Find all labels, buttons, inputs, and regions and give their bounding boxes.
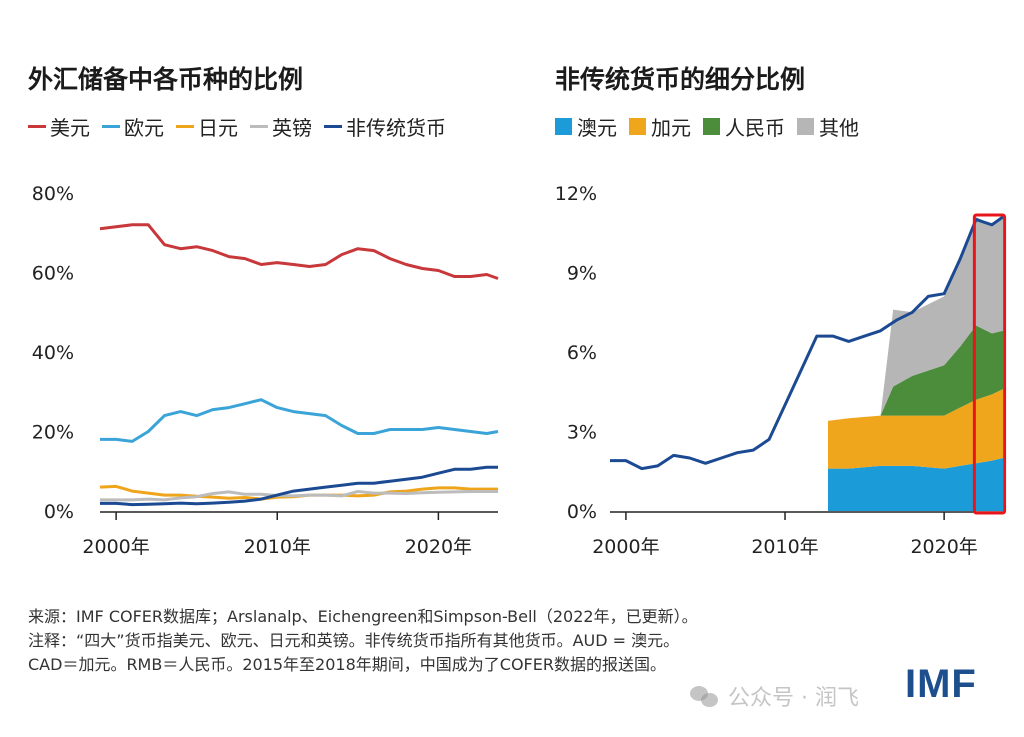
left-legend-item: 欧元	[102, 112, 164, 141]
y-tick-label: 80%	[32, 183, 74, 205]
left-legend-item: 英镑	[250, 112, 312, 141]
area-人民币	[828, 325, 1003, 421]
x-tick-label: 2000年	[82, 536, 149, 558]
legend-swatch	[102, 125, 120, 128]
right-legend-item: 澳元	[555, 112, 617, 141]
imf-logo: IMF	[905, 662, 977, 706]
x-tick-label: 2010年	[751, 536, 818, 558]
x-tick-label: 2010年	[244, 536, 311, 558]
y-tick-label: 0%	[44, 501, 74, 523]
x-tick-label: 2000年	[592, 536, 659, 558]
y-tick-label: 20%	[32, 422, 74, 444]
x-tick-label: 2020年	[910, 536, 977, 558]
right-legend: 澳元 加元 人民币 其他	[555, 112, 871, 141]
right-chart-title: 非传统货币的细分比例	[555, 65, 806, 94]
legend-swatch	[250, 125, 268, 128]
legend-swatch	[324, 125, 342, 128]
legend-swatch	[629, 118, 646, 135]
legend-swatch	[797, 118, 814, 135]
y-tick-label: 12%	[555, 183, 597, 205]
right-legend-item: 其他	[797, 112, 859, 141]
legend-label: 澳元	[577, 116, 617, 140]
y-tick-label: 3%	[567, 422, 597, 444]
left-chart-title: 外汇储备中各币种的比例	[28, 65, 304, 94]
area-澳元	[828, 458, 1003, 511]
x-tick-label: 2020年	[405, 536, 472, 558]
right-legend-item: 加元	[629, 112, 691, 141]
series-line-非传统货币	[610, 215, 1004, 471]
area-其他	[828, 216, 1003, 421]
right-legend-item: 人民币	[703, 112, 785, 141]
y-tick-label: 40%	[32, 342, 74, 364]
y-tick-label: 0%	[567, 501, 597, 523]
legend-label: 加元	[651, 116, 691, 140]
legend-label: 英镑	[272, 116, 312, 140]
legend-label: 美元	[50, 116, 90, 140]
legend-swatch	[703, 118, 720, 135]
wechat-icon	[690, 684, 720, 708]
explanation-note-cont: CAD＝加元。RMB＝人民币。2015年至2018年期间，中国成为了COFER数…	[28, 655, 666, 674]
legend-label: 其他	[819, 116, 859, 140]
left-legend-item: 美元	[28, 112, 90, 141]
left-legend-item: 非传统货币	[324, 112, 446, 141]
legend-swatch	[176, 125, 194, 128]
series-line-非传统货币	[100, 465, 498, 507]
left-legend: 美元 欧元 日元 英镑 非传统货币	[28, 112, 458, 141]
legend-label: 日元	[198, 116, 238, 140]
highlight-box	[972, 213, 1007, 515]
legend-swatch	[28, 125, 46, 128]
explanation-note: 注释：“四大”货币指美元、欧元、日元和英镑。非传统货币指所有其他货币。AUD =…	[28, 631, 680, 650]
series-line-英镑	[100, 490, 498, 502]
legend-label: 人民币	[725, 116, 785, 140]
left-legend-item: 日元	[176, 112, 238, 141]
legend-label: 欧元	[124, 116, 164, 140]
watermark-text: 公众号 · 润飞	[728, 686, 859, 711]
source-note: 来源：IMF COFER数据库；Arslanalp、Eichengreen和Si…	[28, 607, 698, 626]
area-加元	[828, 389, 1003, 469]
y-tick-label: 60%	[32, 263, 74, 285]
chart-notes: 来源：IMF COFER数据库；Arslanalp、Eichengreen和Si…	[28, 605, 698, 677]
series-line-欧元	[100, 398, 499, 443]
y-tick-label: 6%	[567, 342, 597, 364]
legend-swatch	[555, 118, 572, 135]
watermark: 公众号 · 润飞	[690, 680, 859, 712]
y-tick-label: 9%	[567, 263, 597, 285]
legend-label: 非传统货币	[346, 116, 446, 140]
series-line-美元	[99, 223, 499, 280]
